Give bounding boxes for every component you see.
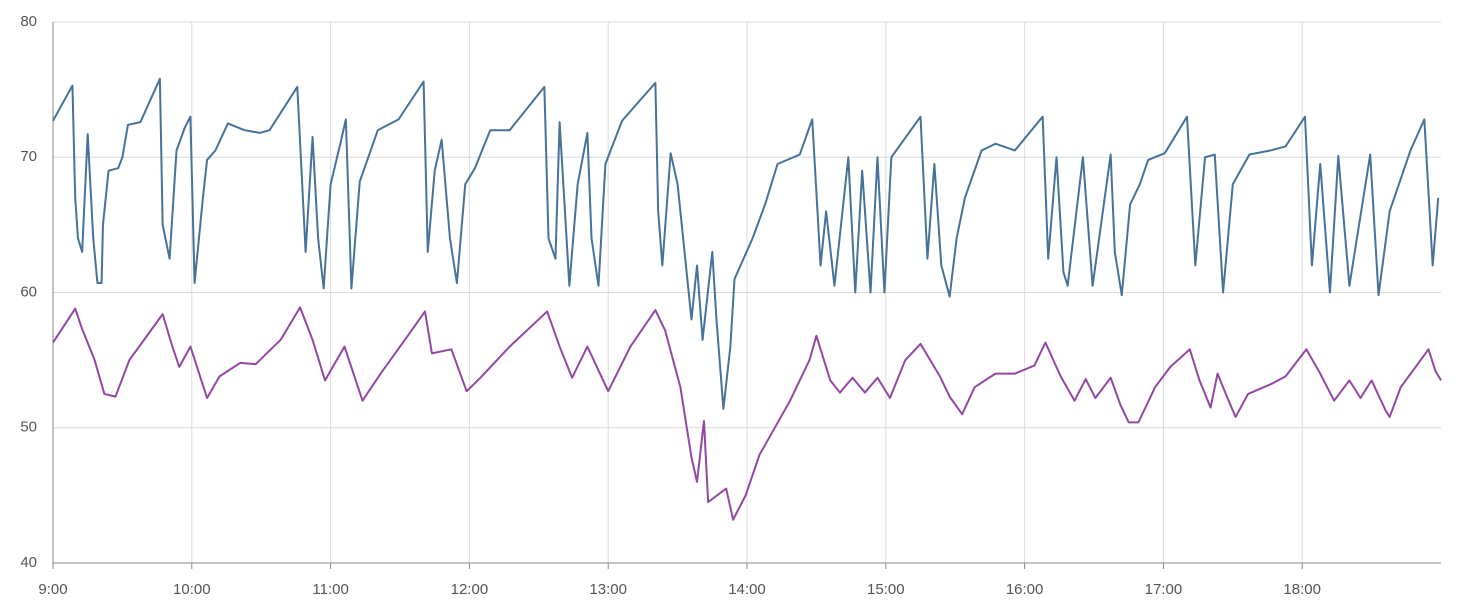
x-tick-label: 17:00 <box>1145 581 1183 598</box>
y-tick-label: 70 <box>20 148 37 165</box>
y-tick-label: 80 <box>20 13 37 30</box>
y-tick-label: 50 <box>20 419 37 436</box>
x-tick-label: 14:00 <box>728 581 766 598</box>
y-tick-label: 60 <box>20 283 37 300</box>
x-tick-label: 13:00 <box>589 581 627 598</box>
x-tick-label: 9:00 <box>38 581 67 598</box>
x-tick-label: 10:00 <box>173 581 211 598</box>
data-line <box>52 306 1442 521</box>
x-tick-label: 15:00 <box>867 581 905 598</box>
data-line <box>52 77 1440 410</box>
x-tick-label: 18:00 <box>1283 581 1321 598</box>
y-tick-label: 40 <box>20 554 37 571</box>
x-tick-label: 12:00 <box>451 581 489 598</box>
x-tick-label: 16:00 <box>1006 581 1044 598</box>
x-tick-label: 11:00 <box>312 581 348 598</box>
